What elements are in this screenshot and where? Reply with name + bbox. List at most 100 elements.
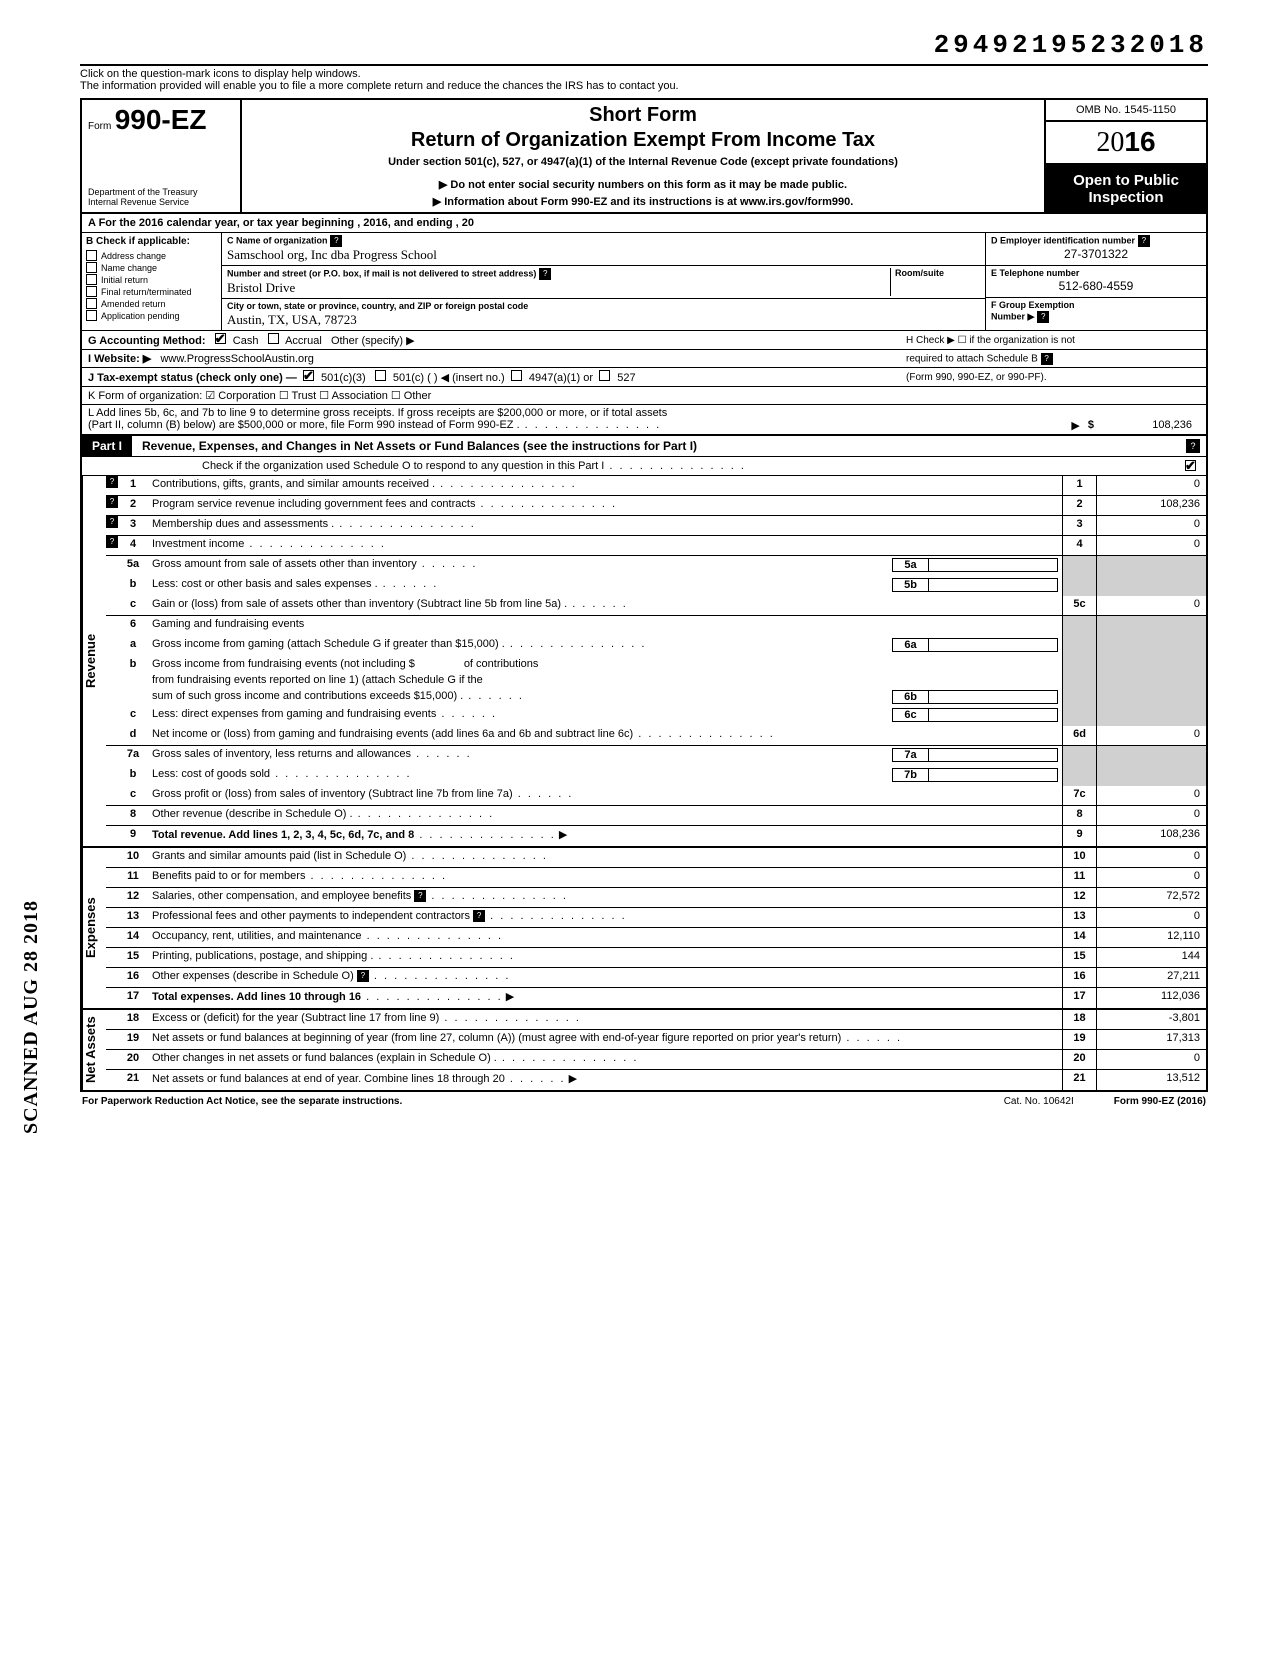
shaded-cell [1096,616,1206,636]
line-amount: 13,512 [1096,1070,1206,1090]
line-num: 18 [118,1010,148,1029]
line-box: 4 [1062,536,1096,555]
chk-final-return[interactable]: Final return/terminated [86,286,217,297]
line-21: 21 Net assets or fund balances at end of… [106,1070,1206,1090]
line-desc: Total expenses. Add lines 10 through 16 [152,991,361,1003]
inner-value [928,768,1058,782]
instruction-ssn: Do not enter social security numbers on … [250,178,1036,191]
help-icon[interactable]: ? [106,496,118,508]
line-amount: 0 [1096,1050,1206,1069]
chk-501c[interactable] [375,370,386,381]
street-value: Bristol Drive [227,280,295,295]
year-suffix: 16 [1124,126,1155,157]
line-num: b [118,576,148,596]
line-amount: 0 [1096,516,1206,535]
chk-527[interactable] [599,370,610,381]
line-desc: Net income or (loss) from gaming and fun… [152,728,633,740]
line-num: a [118,636,148,656]
city-value: Austin, TX, USA, 78723 [227,312,357,327]
chk-4947[interactable] [511,370,522,381]
line-box: 21 [1062,1070,1096,1090]
help-icon[interactable]: ? [414,890,426,902]
line-num: b [118,656,148,706]
inner-box: 5b [892,578,928,592]
help-icon[interactable]: ? [1041,353,1053,365]
line-num: 10 [118,848,148,867]
line-17: 17 Total expenses. Add lines 10 through … [106,988,1206,1008]
help-icon[interactable]: ? [357,970,369,982]
help-icon[interactable]: ? [1138,235,1150,247]
open-to-public: Open to Public Inspection [1046,165,1206,212]
tax-year: 2016 [1046,122,1206,165]
row-i-website: I Website: ▶ www.ProgressSchoolAustin.or… [80,349,1208,367]
inner-value [928,558,1058,572]
line-desc: Benefits paid to or for members [152,870,305,882]
line-num: 20 [118,1050,148,1069]
line-desc: Program service revenue including govern… [152,498,475,510]
help-icon[interactable]: ? [106,476,118,488]
line-desc: Professional fees and other payments to … [152,910,470,922]
chk-application-pending[interactable]: Application pending [86,310,217,321]
line-num: c [118,786,148,805]
help-icon[interactable]: ? [330,235,342,247]
expenses-section: Expenses 10 Grants and similar amounts p… [80,848,1208,1010]
form-meta-block: OMB No. 1545-1150 2016 Open to Public In… [1046,100,1206,212]
line-6: 6 Gaming and fundraising events [106,616,1206,636]
help-icon[interactable]: ? [473,910,485,922]
help-icon[interactable]: ? [539,268,551,280]
chk-accrual[interactable] [268,333,279,344]
line-amount: 144 [1096,948,1206,967]
chk-schedule-o[interactable] [1185,460,1196,471]
line-amount: 0 [1096,908,1206,927]
open-line-2: Inspection [1052,189,1200,206]
line-desc: Net assets or fund balances at end of ye… [152,1073,505,1085]
scanned-stamp: SCANNED AUG 28 2018 [20,900,43,1134]
help-icon[interactable]: ? [106,536,118,548]
line-desc: Salaries, other compensation, and employ… [152,890,411,902]
line-box: 6d [1062,726,1096,745]
chk-address-change[interactable]: Address change [86,250,217,261]
chk-cash[interactable] [215,333,226,344]
g-label: G Accounting Method: [88,335,206,347]
l-line-1: L Add lines 5b, 6c, and 7b to line 9 to … [88,407,1200,419]
inner-value [928,748,1058,762]
open-line-1: Open to Public [1052,172,1200,189]
chk-initial-return[interactable]: Initial return [86,274,217,285]
chk-label: Application pending [101,311,180,321]
k-content: K Form of organization: ☑ Corporation ☐ … [88,389,1200,402]
line-12: 12 Salaries, other compensation, and emp… [106,888,1206,908]
line-amount: 17,313 [1096,1030,1206,1049]
line-7c: c Gross profit or (loss) from sales of i… [106,786,1206,806]
year-prefix: 20 [1096,127,1124,158]
help-icon[interactable]: ? [106,516,118,528]
line-amount: 12,110 [1096,928,1206,947]
page-footer: For Paperwork Reduction Act Notice, see … [80,1092,1208,1111]
4947-label: 4947(a)(1) or [529,372,593,384]
line-num: 16 [118,968,148,987]
shaded-cell [1062,576,1096,596]
website-label: I Website: ▶ [88,353,151,365]
form-number-block: Form 990-EZ Department of the Treasury I… [82,100,242,212]
line-amount: 0 [1096,786,1206,805]
line-num: 1 [118,476,148,495]
shaded-cell [1096,576,1206,596]
line-num: 19 [118,1030,148,1049]
line-num: 2 [118,496,148,515]
line-amount: 0 [1096,726,1206,745]
help-icon[interactable]: ? [1037,311,1049,323]
chk-amended-return[interactable]: Amended return [86,298,217,309]
line-desc: Total revenue. Add lines 1, 2, 3, 4, 5c,… [152,829,414,841]
line-box: 10 [1062,848,1096,867]
chk-501c3[interactable] [303,370,314,381]
help-icon[interactable]: ? [1186,439,1200,453]
website-value: www.ProgressSchoolAustin.org [160,353,313,365]
line-desc: Gaming and fundraising events [148,616,1062,636]
line-box: 9 [1062,826,1096,846]
line-num: 5a [118,556,148,576]
chk-name-change[interactable]: Name change [86,262,217,273]
line-11: 11 Benefits paid to or for members 11 0 [106,868,1206,888]
line-desc: Other revenue (describe in Schedule O) . [152,808,353,820]
instruction-url: Information about Form 990-EZ and its in… [250,195,1036,208]
part-1-tag: Part I [82,436,132,456]
line-num: 15 [118,948,148,967]
